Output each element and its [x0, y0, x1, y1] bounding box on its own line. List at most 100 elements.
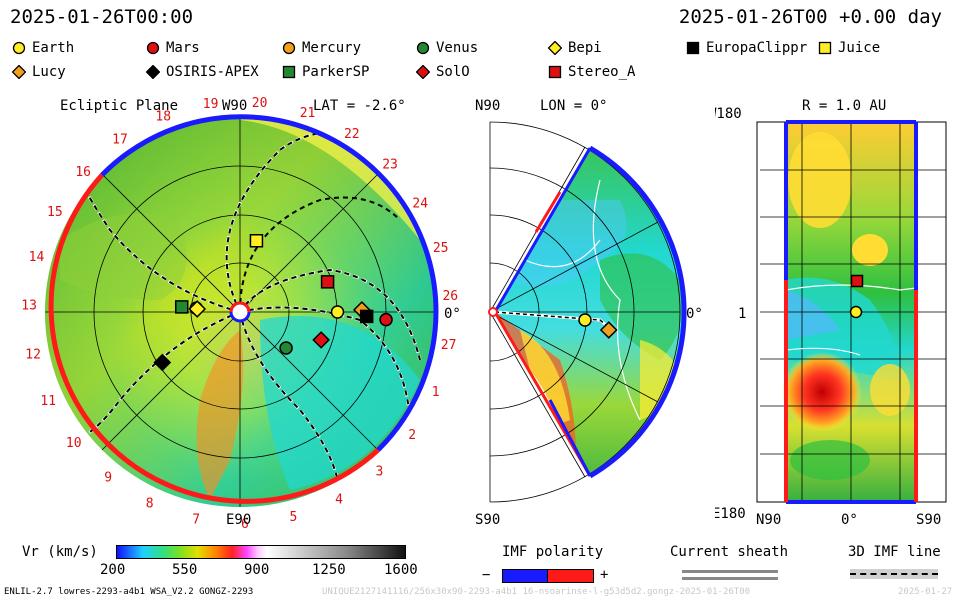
ecliptic-marker-mars: [379, 312, 393, 327]
imf-polarity-label: IMF polarity: [502, 544, 604, 560]
carrington-tick-5: 5: [290, 510, 298, 525]
ecliptic-title: Ecliptic Plane: [60, 98, 178, 114]
synoptic-map-plot: R = 1.0 AU W180 E180 1 N90 0° S90: [715, 98, 947, 528]
radius-label: R = 1.0 AU: [802, 98, 886, 114]
legend-label: ParkerSP: [302, 64, 370, 80]
e180-label: E180: [715, 506, 746, 522]
longitude-label: LON = 0°: [540, 98, 607, 114]
legend-marker-venus-icon: [416, 41, 430, 55]
ecliptic-zero-label: 0°: [444, 306, 461, 322]
carrington-tick-25: 25: [433, 241, 449, 256]
w180-label: W180: [715, 106, 742, 122]
synoptic-body-markers: [849, 274, 864, 319]
current-sheath-line-2: [682, 577, 778, 580]
carrington-tick-6: 6: [241, 517, 249, 532]
legend-marker-solo-icon: [416, 65, 430, 79]
carrington-tick-16: 16: [75, 165, 91, 180]
colorbar-tick-200: 200: [100, 562, 126, 578]
legend-marker-mercury-icon: [282, 41, 296, 55]
carrington-tick-20: 20: [252, 96, 268, 111]
meridional-zero-label: 0°: [686, 306, 703, 322]
legend-label: Mercury: [302, 40, 362, 56]
carrington-tick-10: 10: [66, 436, 82, 451]
ecliptic-plane-plot: 19 20212223242526271234567891011121314151…: [21, 96, 461, 532]
ecliptic-marker-stereo-a: [320, 275, 335, 289]
n90-label: N90: [475, 98, 500, 114]
ecliptic-body-markers: [153, 233, 393, 372]
carrington-tick-11: 11: [40, 394, 56, 409]
latitude-label: LAT = -2.6°: [313, 98, 406, 114]
legend-label: Bepi: [568, 40, 602, 56]
carrington-tick-2: 2: [408, 428, 416, 443]
ecliptic-marker-osiris-apex: [153, 353, 172, 372]
carrington-tick-8: 8: [146, 497, 154, 512]
legend-label: SolO: [436, 64, 470, 80]
meridional-plane-plot: N90 LON = 0° S90 0°: [475, 98, 703, 528]
colorbar-tick-1600: 1600: [384, 562, 418, 578]
imf-minus-label: −: [482, 567, 491, 583]
carrington-tick-26: 26: [442, 289, 458, 304]
carrington-tick-4: 4: [335, 492, 343, 507]
legend-marker-lucy-icon: [12, 65, 26, 79]
legend-label: Earth: [32, 40, 75, 56]
synoptic-marker-stereo-a: [850, 274, 864, 288]
carrington-tick-14: 14: [29, 250, 45, 265]
carrington-tick-27: 27: [441, 338, 457, 353]
velocity-colorbar: [116, 545, 406, 559]
imf-line-label: 3D IMF line: [848, 544, 941, 560]
ecliptic-marker-solo: [312, 331, 330, 349]
current-sheath-label: Current sheath: [670, 544, 789, 560]
run-time-label: 2025-01-26T00:00: [10, 6, 194, 28]
imf-plus-label: +: [600, 567, 609, 583]
carrington-tick-18: 18: [155, 109, 171, 124]
meridional-body-markers: [578, 313, 618, 339]
s90-label: S90: [475, 512, 500, 528]
legend-label: OSIRIS-APEX: [166, 64, 259, 80]
colorbar-tick-1250: 1250: [312, 562, 346, 578]
colorbar-tick-900: 900: [244, 562, 270, 578]
current-sheath-line-1: [682, 570, 778, 573]
ecliptic-marker-venus: [279, 341, 293, 355]
synoptic-mid-label: 1: [738, 306, 746, 322]
carrington-tick-22: 22: [344, 127, 360, 142]
carrington-tick-7: 7: [192, 512, 200, 527]
w90-label: W90: [222, 98, 247, 114]
legend-label: Juice: [838, 40, 881, 56]
legend-label: Lucy: [32, 64, 66, 80]
ecliptic-marker-earth: [330, 305, 345, 319]
legend-marker-earth-icon: [12, 41, 26, 55]
synoptic-tick-n90: N90: [756, 512, 781, 528]
carrington-tick-9: 9: [104, 471, 112, 486]
carrington-tick-labels: 19 20212223242526271234567891011121314151…: [21, 96, 458, 532]
legend-marker-parkersp-icon: [282, 65, 296, 79]
colorbar-tick-550: 550: [172, 562, 198, 578]
legend-marker-osiris-apex-icon: [146, 65, 160, 79]
carrington-tick-24: 24: [412, 196, 428, 211]
legend-label: Stereo_A: [568, 64, 636, 80]
ecliptic-marker-europaclippr: [359, 309, 374, 324]
footer-model-info: ENLIL-2.7 lowres-2293-a4b1 WSA_V2.2 GONG…: [4, 587, 254, 597]
carrington-tick-23: 23: [382, 158, 398, 173]
colorbar-label: Vr (km/s): [22, 544, 98, 560]
ecliptic-marker-bepi: [188, 300, 207, 318]
carrington-tick-12: 12: [25, 347, 41, 362]
legend-marker-juice-icon: [818, 41, 832, 55]
meridional-marker-earth: [578, 313, 592, 327]
carrington-tick-19: 19: [203, 97, 219, 112]
legend-marker-bepi-icon: [548, 41, 562, 55]
imf-positive-swatch: [547, 569, 594, 583]
model-time-label: 2025-01-26T00 +0.00 day: [678, 6, 942, 28]
legend-label: EuropaClippr: [706, 40, 808, 56]
carrington-tick-21: 21: [300, 106, 316, 121]
e90-label: E90: [226, 512, 251, 528]
legend-marker-stereo-a-icon: [548, 65, 562, 79]
footer-run-id: UNIQUE2127141116/256x30x90-2293-a4b1 16-…: [322, 587, 751, 597]
footer-date: 2025-01-27: [898, 587, 953, 597]
carrington-tick-17: 17: [112, 132, 128, 147]
legend-label: Venus: [436, 40, 479, 56]
carrington-tick-15: 15: [47, 205, 63, 220]
ecliptic-marker-juice: [249, 233, 264, 248]
legend-label: Mars: [166, 40, 200, 56]
imf-line-sample: [850, 573, 938, 575]
synoptic-marker-earth: [849, 305, 863, 319]
